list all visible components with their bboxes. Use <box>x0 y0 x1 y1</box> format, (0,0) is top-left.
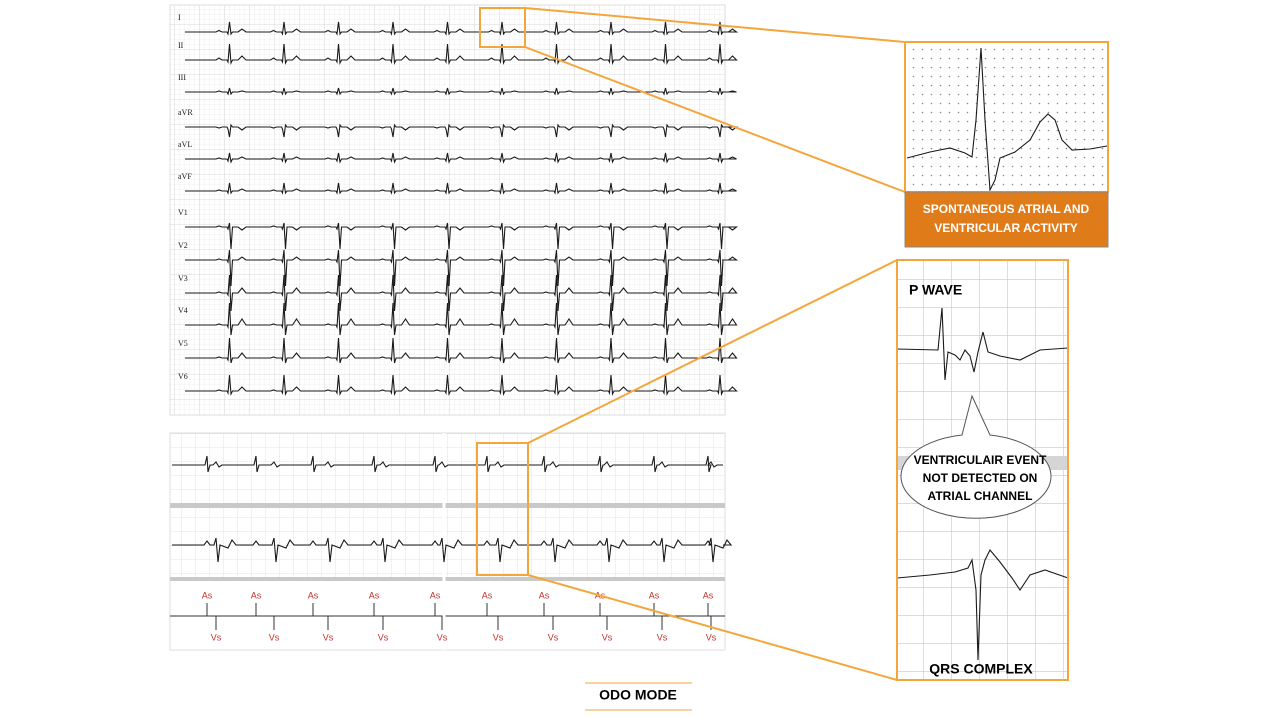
lead-label: aVR <box>178 108 193 117</box>
ventricular-marker: Vs <box>323 632 334 642</box>
ventricular-marker: Vs <box>706 632 717 642</box>
lead-trace <box>185 87 737 96</box>
ventricular-zoom-trace <box>896 549 1069 661</box>
inset-border <box>896 259 1069 681</box>
zoom-trace <box>906 47 1108 193</box>
ventricular-marker: Vs <box>548 632 559 642</box>
atrial-trace <box>172 455 723 473</box>
ventricular-marker: Vs <box>437 632 448 642</box>
lead-trace <box>185 249 739 287</box>
lead-label: II <box>178 41 184 50</box>
ventricular-marker: Vs <box>269 632 280 642</box>
lead-label: aVL <box>178 140 192 149</box>
connector <box>524 46 906 193</box>
lead-trace <box>185 274 738 312</box>
lead-label: I <box>178 13 181 22</box>
connector <box>527 574 898 681</box>
bubble-line: ATRIAL CHANNEL <box>928 489 1033 503</box>
lead-label: aVF <box>178 172 192 181</box>
ventricular-marker: Vs <box>657 632 668 642</box>
lead-label: V4 <box>178 306 188 315</box>
label-line: SPONTANEOUS ATRIAL AND <box>923 202 1090 216</box>
lead-trace <box>185 43 738 66</box>
bubble-line: NOT DETECTED ON <box>923 471 1038 485</box>
lead-trace <box>185 374 738 397</box>
lead-label: V2 <box>178 241 188 250</box>
atrial-marker: As <box>703 590 714 600</box>
connector <box>524 7 906 43</box>
lead-label: V1 <box>178 208 188 217</box>
separator <box>170 503 725 508</box>
bubble-line: VENTRICULAIR EVENT <box>914 453 1047 467</box>
atrial-zoom-trace <box>896 307 1069 381</box>
lead-trace <box>185 152 737 164</box>
ecg-panel <box>169 4 726 416</box>
label-box <box>904 191 1109 248</box>
inset-grid <box>905 42 1108 192</box>
speech-bubble <box>900 394 1052 519</box>
connector <box>527 259 898 444</box>
ventricular-marker: Vs <box>378 632 389 642</box>
ventricular-marker: Vs <box>602 632 613 642</box>
lead-label: V5 <box>178 339 188 348</box>
atrial-marker: As <box>649 590 660 600</box>
ventricular-marker: Vs <box>211 632 222 642</box>
zoom-box <box>476 442 529 576</box>
ventricular-marker: Vs <box>493 632 504 642</box>
lead-trace <box>185 182 737 195</box>
lead-label: V6 <box>178 372 188 381</box>
atrial-marker: As <box>251 590 262 600</box>
label-line: VENTRICULAR ACTIVITY <box>934 221 1078 235</box>
p-wave-label: P WAVE <box>909 282 962 298</box>
atrial-marker: As <box>308 590 319 600</box>
lead-trace <box>185 21 739 36</box>
atrial-marker: As <box>482 590 493 600</box>
atrial-marker: As <box>202 590 213 600</box>
mode-label: ODO MODE <box>599 687 677 703</box>
lead-trace <box>185 123 739 138</box>
lead-trace <box>185 222 739 250</box>
atrial-marker: As <box>369 590 380 600</box>
atrial-marker: As <box>430 590 441 600</box>
lead-label: V3 <box>178 274 188 283</box>
lead-trace <box>185 302 738 336</box>
ventricular-trace <box>172 537 733 563</box>
lead-trace <box>185 337 738 364</box>
separator <box>170 577 725 581</box>
qrs-label: QRS COMPLEX <box>929 661 1033 677</box>
atrial-marker: As <box>539 590 550 600</box>
lead-label: III <box>178 73 186 82</box>
zoom-box <box>479 7 526 48</box>
